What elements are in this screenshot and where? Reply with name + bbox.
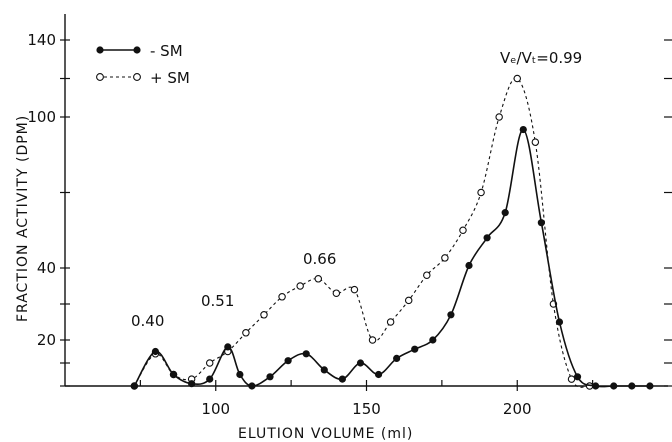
data-point-plus-sm <box>314 275 323 283</box>
legend-label-plus-sm: + SM <box>150 69 190 87</box>
data-point-minus-sm <box>447 311 455 319</box>
legend-marker-plus-sm-1 <box>96 73 104 81</box>
x-ticks: 100 150 200 <box>139 380 594 418</box>
data-point-minus-sm <box>628 382 636 390</box>
annotation-ve-vt: Vₑ/Vₜ=0.99 <box>500 49 582 67</box>
x-tick-label: 200 <box>503 400 532 418</box>
y-tick-label: 140 <box>27 31 56 49</box>
data-point-minus-sm <box>483 234 491 242</box>
data-point-minus-sm <box>519 125 527 134</box>
data-point-minus-sm <box>501 209 509 217</box>
data-point-minus-sm <box>320 366 328 374</box>
data-point-plus-sm <box>477 188 485 197</box>
data-point-minus-sm <box>411 345 419 353</box>
annotation-040: 0.40 <box>131 312 164 330</box>
data-point-plus-sm <box>423 271 431 279</box>
data-point-minus-sm <box>284 357 292 365</box>
data-point-plus-sm <box>350 285 359 294</box>
x-tick-label: 100 <box>201 400 230 418</box>
data-point-minus-sm <box>248 382 256 390</box>
data-point-minus-sm <box>465 261 473 270</box>
data-point-minus-sm <box>266 373 274 381</box>
legend-marker-plus-sm-2 <box>133 73 141 81</box>
data-point-minus-sm <box>236 370 244 379</box>
data-point-minus-sm <box>573 373 582 381</box>
data-point-plus-sm <box>242 329 250 337</box>
data-point-minus-sm <box>393 354 401 362</box>
x-axis-title: ELUTION VOLUME (ml) <box>238 426 413 442</box>
data-point-plus-sm <box>567 375 576 383</box>
data-point-minus-sm <box>356 359 365 367</box>
data-point-minus-sm <box>130 382 138 390</box>
data-point-minus-sm <box>224 343 232 351</box>
data-point-plus-sm <box>260 311 268 319</box>
data-point-minus-sm <box>555 318 564 326</box>
y-tick-label: 40 <box>37 259 56 277</box>
series-line-plus-sm <box>133 77 590 388</box>
data-point-minus-sm <box>429 336 437 344</box>
data-point-plus-sm <box>459 226 467 235</box>
data-point-minus-sm <box>302 350 310 358</box>
data-point-minus-sm <box>206 375 214 383</box>
series-layer <box>130 74 654 390</box>
data-point-minus-sm <box>537 219 545 227</box>
data-point-plus-sm <box>205 359 214 367</box>
data-point-plus-sm <box>441 254 449 262</box>
data-point-minus-sm <box>169 370 178 379</box>
data-point-plus-sm <box>531 138 540 146</box>
data-point-plus-sm <box>404 296 413 305</box>
data-point-plus-sm <box>513 74 521 83</box>
annotation-066: 0.66 <box>303 250 336 268</box>
y-tick-label: 100 <box>27 108 56 126</box>
x-tick-label: 150 <box>352 400 381 418</box>
data-point-minus-sm <box>610 382 618 390</box>
data-point-plus-sm <box>332 289 341 297</box>
legend-label-minus-sm: - SM <box>150 42 183 60</box>
data-point-minus-sm <box>151 347 160 356</box>
y-tick-label: 20 <box>37 331 56 349</box>
data-point-plus-sm <box>386 318 395 326</box>
series-line-minus-sm <box>133 128 650 388</box>
data-point-minus-sm <box>646 382 654 390</box>
data-point-minus-sm <box>374 370 383 379</box>
data-point-minus-sm <box>338 375 346 383</box>
data-point-minus-sm <box>188 380 196 388</box>
legend: - SM + SM <box>96 42 190 87</box>
legend-marker-minus-sm-1 <box>96 46 104 54</box>
legend-marker-minus-sm-2 <box>133 46 141 54</box>
y-axis-title: FRACTION ACTIVITY (DPM) <box>15 115 31 322</box>
y-ticks: 20 40 100 140 <box>27 31 672 387</box>
data-point-minus-sm <box>592 382 600 390</box>
data-point-plus-sm <box>278 293 286 301</box>
data-point-plus-sm <box>495 113 503 121</box>
data-point-plus-sm <box>296 282 304 290</box>
data-point-plus-sm <box>368 336 377 344</box>
annotation-051: 0.51 <box>201 292 234 310</box>
